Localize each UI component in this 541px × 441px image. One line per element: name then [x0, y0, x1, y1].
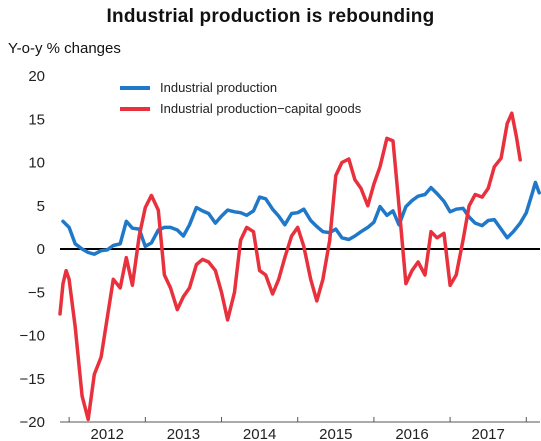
series-layer — [58, 111, 541, 422]
y-tick-label: 20 — [28, 68, 45, 85]
legend-label-capital-goods: Industrial production−capital goods — [160, 101, 362, 116]
legend-label-industrial-production: Industrial production — [160, 80, 277, 95]
y-tick-label: 5 — [37, 198, 45, 215]
y-tick-label: 15 — [28, 111, 45, 128]
y-tick-label: 0 — [37, 241, 45, 258]
y-tick-label: −15 — [20, 371, 45, 388]
x-tick-label: 2017 — [472, 426, 505, 441]
x-axis-ticks: 2012 2013 2014 2015 2016 2017 — [68, 417, 527, 441]
x-tick-label: 2015 — [319, 426, 352, 441]
x-tick-label: 2013 — [167, 426, 200, 441]
y-tick-label: −10 — [20, 328, 45, 345]
x-tick-label: 2012 — [91, 426, 124, 441]
y-axis-label: Y-o-y % changes — [8, 40, 121, 57]
series-line-capital-goods — [58, 111, 522, 422]
y-tick-label: −20 — [20, 414, 45, 431]
chart-title: Industrial production is rebounding — [106, 6, 435, 27]
x-tick-label: 2014 — [243, 426, 276, 441]
series-line-industrial-production — [61, 180, 541, 256]
y-tick-label: 10 — [28, 155, 45, 172]
y-tick-label: −5 — [28, 284, 45, 301]
x-tick-label: 2016 — [395, 426, 428, 441]
legend: Industrial production Industrial producti… — [120, 80, 362, 116]
y-axis-ticks: 20 15 10 5 0 −5 −10 −15 −20 — [20, 68, 45, 431]
